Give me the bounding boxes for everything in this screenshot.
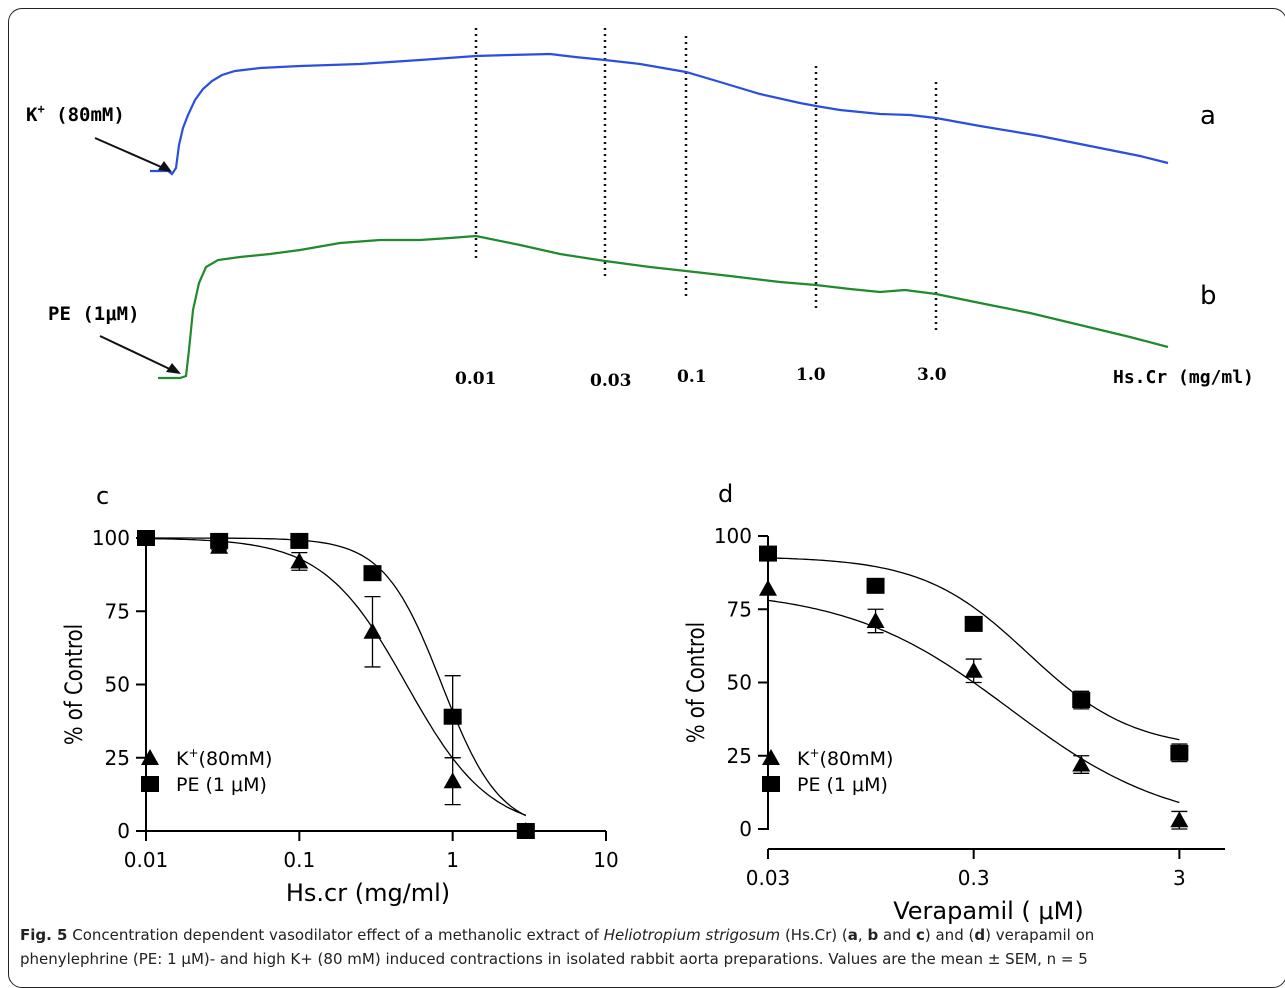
data-point-square bbox=[290, 532, 309, 549]
dose-response-panel-c: 0 25 50 75 100 0.01 0.1 1 10 Hs.cr (mg/ml) % of Co… bbox=[61, 482, 619, 907]
y-axis-label: % of Control bbox=[683, 622, 710, 743]
series-square bbox=[759, 545, 1189, 763]
dose-label: 1.0 bbox=[796, 365, 826, 385]
x-tick-label: 1 bbox=[446, 848, 459, 872]
x-axis-label: Verapamil ( μM) bbox=[893, 897, 1084, 925]
k-arrow bbox=[94, 137, 169, 171]
legend-label-pe: PE (1 μM) bbox=[797, 774, 888, 796]
dose-labels: 0.01 0.03 0.1 1.0 3.0 bbox=[455, 365, 947, 391]
y-tick-label: 100 bbox=[92, 526, 130, 550]
legend-square-icon bbox=[762, 776, 780, 792]
data-point-square bbox=[759, 545, 777, 562]
data-point-square bbox=[866, 577, 885, 594]
x-tick-label: 0.1 bbox=[283, 848, 315, 872]
dose-label: 0.03 bbox=[590, 371, 631, 391]
legend-label-pe: PE (1 μM) bbox=[176, 774, 267, 796]
panel-label-b: b bbox=[1200, 281, 1217, 311]
data-point-square bbox=[516, 823, 535, 839]
data-point-triangle bbox=[1170, 811, 1189, 828]
y-tick-label: 75 bbox=[727, 597, 752, 621]
y-tick-label: 100 bbox=[714, 524, 752, 548]
x-axis-label: Hs.cr (mg/ml) bbox=[286, 879, 450, 907]
x-tick-label: 10 bbox=[593, 848, 618, 872]
data-point-triangle bbox=[1072, 755, 1091, 772]
tracing-panel: K+ (80mM) PE (1μM) a b 0.01 0.03 0.1 1.0… bbox=[26, 28, 1254, 391]
data-point-square bbox=[1072, 692, 1091, 709]
data-point-triangle bbox=[363, 622, 382, 639]
data-point-square bbox=[363, 565, 382, 582]
stimulus-label-a: K+ (80mM) bbox=[26, 102, 125, 126]
pe-arrowhead bbox=[166, 363, 181, 374]
legend-triangle-icon bbox=[141, 749, 159, 765]
caption-fig-label: Fig. 5 bbox=[20, 926, 68, 944]
y-tick-label: 0 bbox=[739, 817, 752, 841]
dose-label: 3.0 bbox=[917, 365, 947, 385]
dose-label: 0.1 bbox=[677, 367, 707, 387]
legend-square-icon bbox=[141, 776, 159, 792]
stimulus-label-b: PE (1μM) bbox=[48, 303, 140, 325]
dose-markers bbox=[474, 28, 938, 330]
x-tick-label: 0.03 bbox=[746, 866, 791, 890]
y-tick-label: 50 bbox=[105, 673, 130, 697]
panel-label: c bbox=[96, 482, 109, 510]
pe-arrow bbox=[99, 335, 177, 373]
data-point-triangle bbox=[290, 552, 309, 569]
legend-label-k: K+(80mM) bbox=[797, 746, 893, 770]
caption-line-2: phenylephrine (PE: 1 μM)- and high K+ (8… bbox=[20, 950, 1088, 968]
data-point-square bbox=[1170, 744, 1189, 761]
data-point-triangle bbox=[443, 772, 462, 789]
k-arrowhead bbox=[158, 161, 172, 172]
dose-response-panel-d: 0 25 50 75 100 0.03 0.3 3 Verapamil ( μM) % of Co… bbox=[683, 480, 1225, 925]
y-axis-label: % of Control bbox=[61, 624, 88, 745]
data-point-square bbox=[210, 532, 229, 549]
x-tick-label: 0.3 bbox=[958, 866, 990, 890]
legend: K+(80mM) PE (1 μM) bbox=[141, 746, 272, 796]
x-tick-label: 3 bbox=[1173, 866, 1186, 890]
dose-label: 0.01 bbox=[455, 369, 496, 389]
data-point-square bbox=[964, 615, 983, 632]
legend-triangle-icon bbox=[762, 749, 780, 765]
y-tick-label: 0 bbox=[117, 819, 130, 843]
y-tick-label: 75 bbox=[105, 599, 130, 623]
y-tick-label: 25 bbox=[727, 744, 752, 768]
data-point-square bbox=[443, 708, 462, 725]
caption-species: Heliotropium strigosum bbox=[603, 926, 781, 944]
panel-label-a: a bbox=[1200, 101, 1216, 131]
series-square bbox=[137, 530, 535, 839]
series-triangle bbox=[759, 579, 1189, 830]
y-tick-label: 50 bbox=[727, 671, 752, 695]
data-point-square bbox=[137, 530, 155, 546]
legend: K+(80mM) PE (1 μM) bbox=[762, 746, 893, 796]
fit-curve bbox=[146, 537, 527, 817]
y-tick-label: 25 bbox=[105, 746, 130, 770]
data-point-triangle bbox=[759, 579, 777, 596]
dose-axis-label: Hs.Cr (mg/ml) bbox=[1113, 367, 1254, 388]
trace-a bbox=[150, 52, 1169, 176]
x-tick-label: 0.01 bbox=[124, 848, 169, 872]
fit-curve bbox=[146, 537, 527, 816]
data-point-triangle bbox=[964, 661, 983, 678]
data-point-triangle bbox=[866, 611, 885, 628]
figure-caption: Fig. 5 Concentration dependent vasodilat… bbox=[20, 926, 1095, 968]
panel-label: d bbox=[718, 480, 733, 508]
legend-label-k: K+(80mM) bbox=[176, 746, 272, 770]
trace-b bbox=[158, 234, 1169, 380]
fit-curve bbox=[767, 557, 1180, 741]
